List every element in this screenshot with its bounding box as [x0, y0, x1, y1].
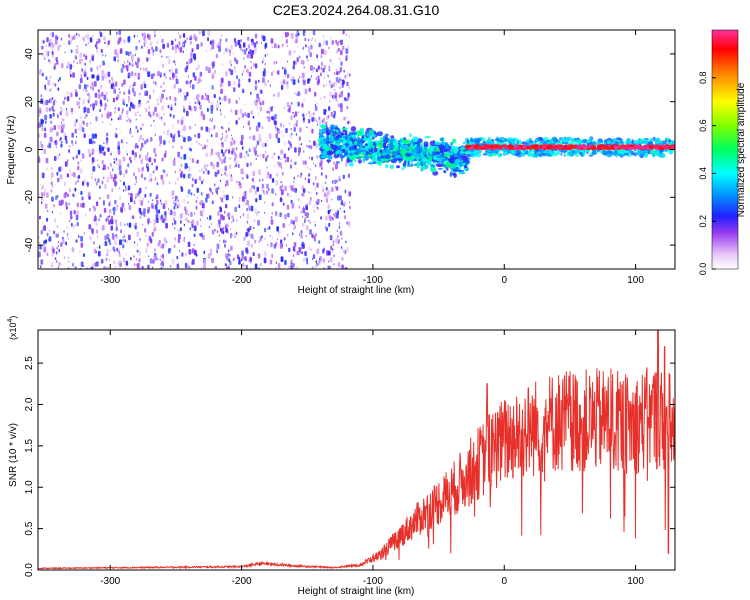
colorbar-frame: [711, 29, 739, 270]
snr-scale-exponent: 4: [7, 318, 14, 322]
snr-xtick-label: 100: [627, 576, 644, 587]
svg-text:(x104): (x104): [7, 316, 18, 340]
snr-frame: [37, 329, 676, 571]
spectrogram-ytick-label: 20: [24, 96, 35, 108]
snr-ticks: -300 -200 -100 0 100 0.0 0.5 1.0 1.5 2.0 2.5: [24, 330, 675, 587]
colorbar-label: Normalized spectral amplitude: [736, 82, 747, 217]
snr-xlabel: Height of straight line (km): [298, 586, 415, 597]
colorbar-ticks: 0.0 0.2 0.4 0.6 0.8: [698, 72, 716, 276]
colorbar-gradient: [712, 30, 738, 269]
spectrogram-xtick-label: 0: [501, 275, 507, 286]
snr-scale-prefix: (x10: [8, 322, 18, 340]
figure-title: C2E3.2024.264.08.31.G10: [273, 2, 440, 18]
spectrogram-xtick-label: -100: [363, 275, 383, 286]
spectrogram-ylabel: Frequency (Hz): [6, 116, 17, 185]
spectrogram-heatmap: [38, 30, 675, 269]
snr-ytick-label: 1.5: [24, 438, 35, 452]
snr-series-line: [38, 330, 675, 570]
spectrogram-xtick-label: -300: [100, 275, 120, 286]
heatmap-region-carrier: [464, 136, 675, 159]
snr-xtick-label: -200: [232, 576, 252, 587]
snr-xtick-label: -300: [100, 576, 120, 587]
snr-ytick-label: 2.5: [24, 356, 35, 370]
spectrogram-xtick-label: -200: [232, 275, 252, 286]
colorbar: 0.0 0.2 0.4 0.6 0.8 Normalized spectral ampl…: [698, 29, 747, 276]
snr-ytick-label: 1.0: [24, 480, 35, 494]
snr-ytick-label: 0.0: [24, 563, 35, 577]
colorbar-tick-label: 0.8: [698, 72, 708, 85]
spectrogram-ytick-label: -20: [24, 190, 35, 205]
snr-ylabel: SNR (10 * v/v): [8, 423, 19, 487]
colorbar-tick-label: 0.6: [698, 119, 708, 132]
spectrogram-ytick-label: 0: [24, 146, 35, 152]
heatmap-region-noise: [38, 30, 352, 269]
colorbar-tick-label: 0.0: [698, 263, 708, 276]
colorbar-tick-label: 0.4: [698, 167, 708, 180]
snr-panel: -300 -200 -100 0 100 0.0 0.5 1.0 1.5 2.0 2.5 Heigh…: [7, 316, 676, 597]
spectrogram-ytick-label: -40: [24, 237, 35, 252]
snr-xtick-label: -100: [363, 576, 383, 587]
snr-xtick-label: 0: [501, 576, 507, 587]
spectrogram-xlabel: Height of straight line (km): [298, 285, 415, 296]
snr-scale-label: (x104): [7, 316, 18, 340]
heatmap-region-transition: [317, 124, 471, 179]
spectrogram-xtick-label: 100: [627, 275, 644, 286]
snr-ytick-label: 0.5: [24, 521, 35, 535]
spectrogram-ytick-label: 40: [24, 48, 35, 60]
snr-background: [38, 330, 675, 570]
colorbar-tick-label: 0.2: [698, 215, 708, 228]
snr-ytick-label: 2.0: [24, 397, 35, 411]
